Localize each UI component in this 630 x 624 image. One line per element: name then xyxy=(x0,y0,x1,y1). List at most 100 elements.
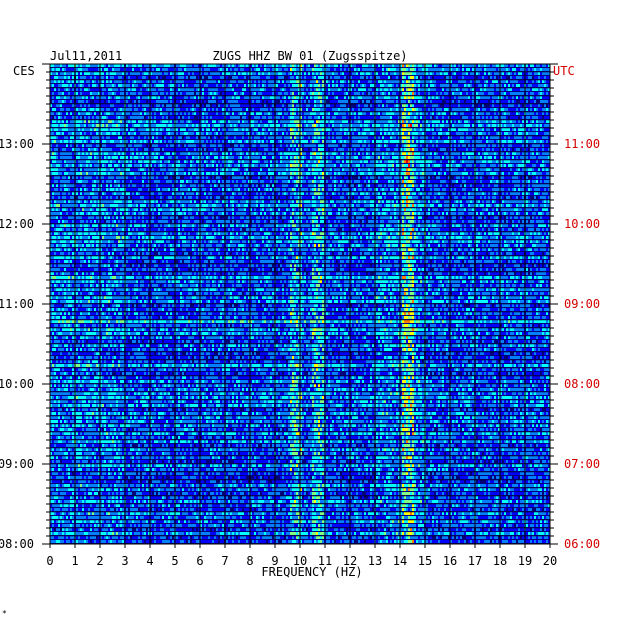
spectrogram-cell xyxy=(272,68,274,71)
spectrogram-cell xyxy=(138,132,140,135)
spectrogram-cell xyxy=(330,88,332,91)
spectrogram-cell xyxy=(392,92,394,95)
spectrogram-cell xyxy=(498,140,500,143)
spectrogram-cell xyxy=(86,144,88,147)
spectrogram-cell xyxy=(484,84,486,87)
spectrogram-cell xyxy=(394,100,396,103)
spectrogram-cell xyxy=(296,124,298,127)
spectrogram-cell xyxy=(398,104,400,107)
spectrogram-cell xyxy=(450,84,452,87)
spectrogram-cell xyxy=(64,112,66,115)
spectrogram-cell xyxy=(160,128,162,131)
spectrogram-cell xyxy=(210,100,212,103)
spectrogram-cell xyxy=(264,136,266,139)
spectrogram-cell xyxy=(394,64,396,67)
spectrogram-cell xyxy=(320,132,322,135)
spectrogram-cell xyxy=(118,96,120,99)
spectrogram-cell xyxy=(420,96,422,99)
spectrogram-cell xyxy=(338,76,340,79)
spectrogram-cell xyxy=(398,116,400,119)
spectrogram-cell xyxy=(106,68,108,71)
spectrogram-cell xyxy=(528,92,530,95)
spectrogram-cell xyxy=(220,144,222,147)
spectrogram-cell xyxy=(518,96,520,99)
spectrogram-cell xyxy=(380,88,382,91)
spectrogram-cell xyxy=(534,104,536,107)
spectrogram-cell xyxy=(116,140,118,143)
spectrogram-cell xyxy=(320,68,322,71)
spectrogram-cell xyxy=(198,68,200,71)
spectrogram-cell xyxy=(240,132,242,135)
spectrogram-cell xyxy=(202,144,204,147)
spectrogram-cell xyxy=(326,84,328,87)
spectrogram-cell xyxy=(230,104,232,107)
spectrogram-cell xyxy=(130,80,132,83)
spectrogram-cell xyxy=(458,92,460,95)
spectrogram-cell xyxy=(246,112,248,115)
spectrogram-cell xyxy=(198,84,200,87)
spectrogram-cell xyxy=(470,128,472,131)
spectrogram-cell xyxy=(460,68,462,71)
spectrogram-cell xyxy=(440,76,442,79)
spectrogram-cell xyxy=(404,80,406,83)
spectrogram-cell xyxy=(304,80,306,83)
spectrogram-cell xyxy=(384,128,386,131)
spectrogram-cell xyxy=(410,128,412,131)
spectrogram-cell xyxy=(548,136,550,139)
spectrogram-cell xyxy=(500,112,502,115)
spectrogram-cell xyxy=(54,96,56,99)
spectrogram-cell xyxy=(432,140,434,143)
spectrogram-cell xyxy=(150,80,152,83)
spectrogram-cell xyxy=(296,120,298,123)
spectrogram-cell xyxy=(422,64,424,67)
spectrogram-cell xyxy=(208,140,210,143)
spectrogram-cell xyxy=(204,144,206,147)
spectrogram-cell xyxy=(520,68,522,71)
spectrogram-cell xyxy=(482,68,484,71)
spectrogram-cell xyxy=(282,120,284,123)
spectrogram-cell xyxy=(142,144,144,147)
spectrogram-cell xyxy=(260,68,262,71)
spectrogram-cell xyxy=(226,112,228,115)
spectrogram-cell xyxy=(252,136,254,139)
spectrogram-cell xyxy=(54,76,56,79)
spectrogram-cell xyxy=(450,88,452,91)
spectrogram-cell xyxy=(104,68,106,71)
spectrogram-cell xyxy=(92,80,94,83)
spectrogram-cell xyxy=(522,108,524,111)
spectrogram-cell xyxy=(202,76,204,79)
spectrogram-cell xyxy=(484,116,486,119)
spectrogram-cell xyxy=(422,108,424,111)
spectrogram-cell xyxy=(218,100,220,103)
spectrogram-cell xyxy=(440,140,442,143)
spectrogram-cell xyxy=(444,120,446,123)
spectrogram-cell xyxy=(128,136,130,139)
spectrogram-cell xyxy=(82,64,84,67)
spectrogram-cell xyxy=(208,64,210,67)
spectrogram-cell xyxy=(162,80,164,83)
spectrogram-cell xyxy=(184,116,186,119)
spectrogram-cell xyxy=(192,104,194,107)
spectrogram-cell xyxy=(112,92,114,95)
spectrogram-cell xyxy=(414,124,416,127)
spectrogram-cell xyxy=(66,112,68,115)
spectrogram-cell xyxy=(122,132,124,135)
spectrogram-cell xyxy=(62,84,64,87)
spectrogram-cell xyxy=(226,68,228,71)
spectrogram-cell xyxy=(496,136,498,139)
spectrogram-cell xyxy=(534,120,536,123)
spectrogram-cell xyxy=(188,120,190,123)
spectrogram-cell xyxy=(518,64,520,67)
spectrogram-cell xyxy=(488,92,490,95)
spectrogram-cell xyxy=(160,72,162,75)
spectrogram-cell xyxy=(248,88,250,91)
spectrogram-cell xyxy=(430,92,432,95)
spectrogram-cell xyxy=(142,112,144,115)
spectrogram-cell xyxy=(394,76,396,79)
spectrogram-cell xyxy=(154,68,156,71)
spectrogram-cell xyxy=(152,140,154,143)
spectrogram-cell xyxy=(330,80,332,83)
spectrogram-cell xyxy=(134,144,136,147)
spectrogram-cell xyxy=(284,80,286,83)
spectrogram-cell xyxy=(130,136,132,139)
